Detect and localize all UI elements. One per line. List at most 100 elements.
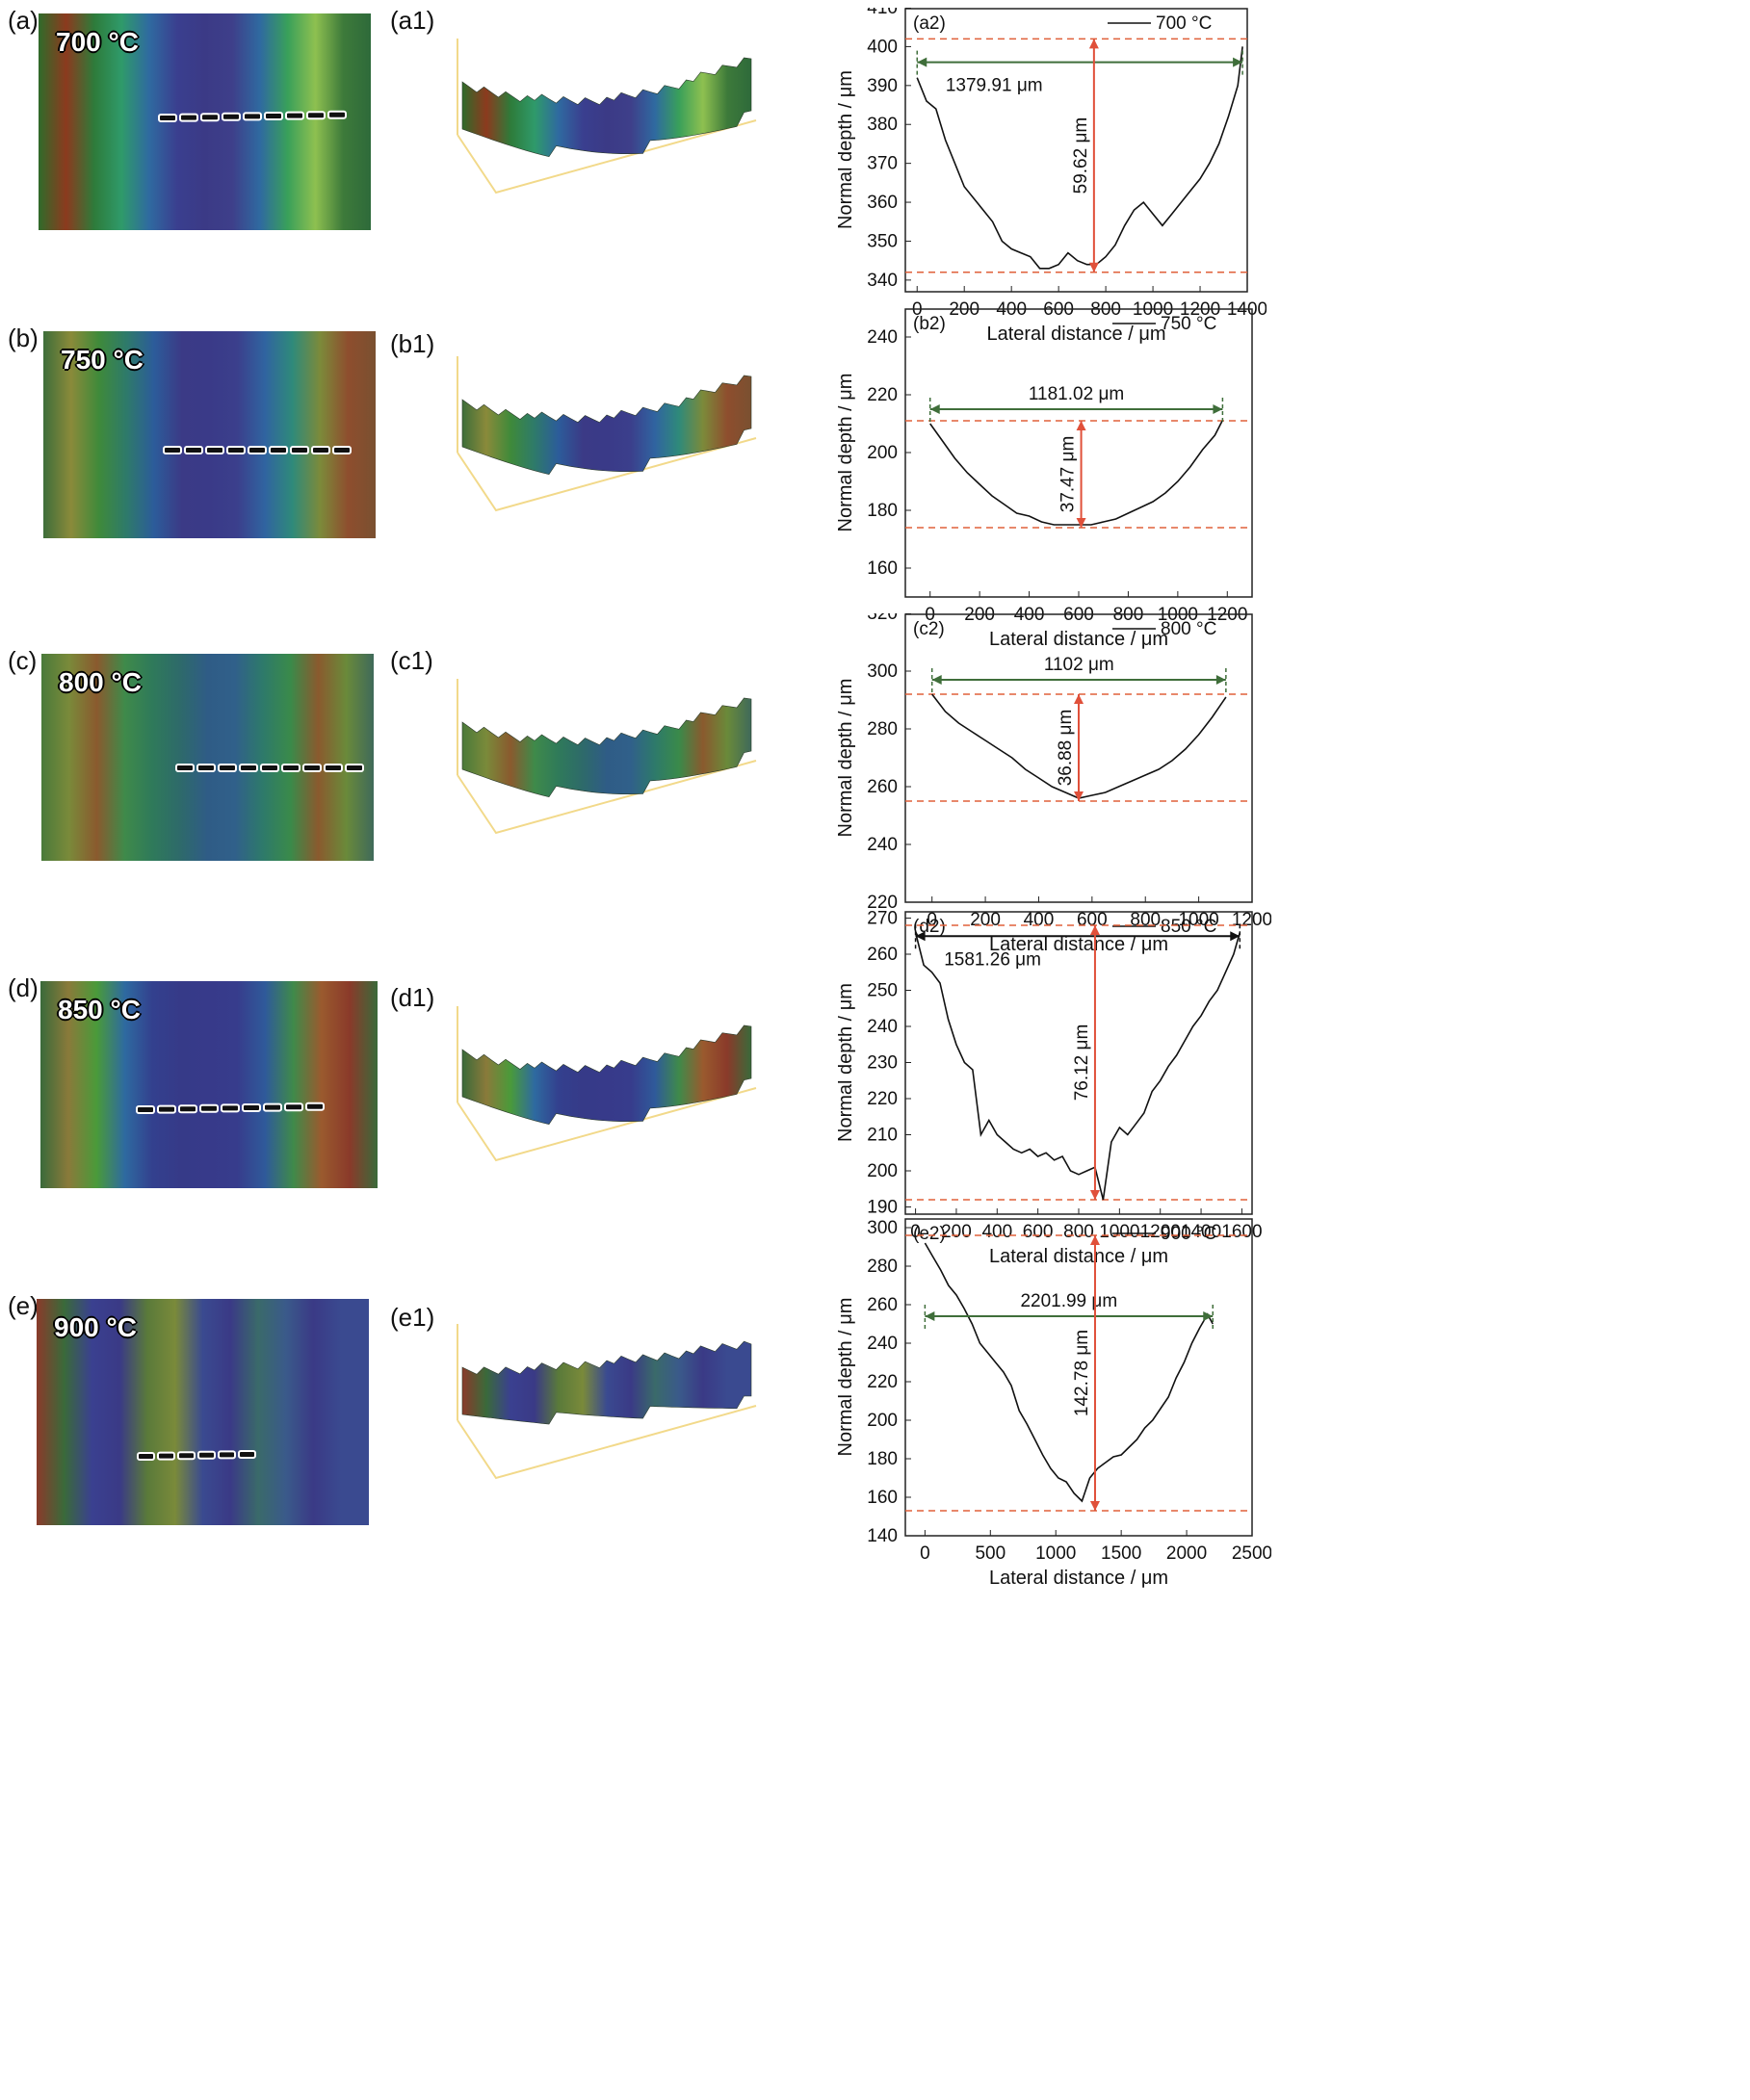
width-arrowhead (925, 1311, 935, 1321)
measurement-dash (306, 111, 326, 120)
y-tick-label: 340 (867, 271, 898, 291)
y-tick-label: 180 (867, 501, 898, 521)
measurement-dash (221, 1103, 240, 1113)
measurement-dash (218, 1450, 236, 1460)
measurement-dash (200, 113, 220, 122)
y-tick-label: 300 (867, 1218, 898, 1238)
y-tick-label: 370 (867, 154, 898, 174)
depth-profile-chart-a2: 0 200 400 600 800 1000 1200 1400 340 350 360 370 380… (835, 0, 1267, 354)
measurement-dash (311, 446, 330, 454)
panel-label-e: (e) (8, 1291, 39, 1320)
y-tick-label: 220 (867, 893, 898, 913)
depth-arrowhead (1088, 262, 1099, 272)
depth-profile-line (914, 932, 1241, 1201)
y-tick-label: 270 (867, 911, 898, 929)
panel-label-d: (d) (8, 973, 39, 1002)
y-tick-label: 250 (867, 981, 898, 1001)
measurement-dash (218, 764, 237, 772)
measurement-dash (238, 1450, 256, 1459)
depth-profile-line (929, 420, 1223, 526)
measurement-dash (302, 764, 322, 772)
surface-mesh (461, 1024, 752, 1126)
depth-profile-chart-e2: 0 500 1000 1500 2000 2500 140 160 180 200 220 240 26… (835, 1218, 1272, 1598)
panel-label-a: (a) (8, 6, 39, 35)
panel-label-e1: (e1) (390, 1303, 435, 1332)
y-tick-label: 300 (867, 661, 898, 682)
y-tick-label: 260 (867, 777, 898, 797)
width-label: 2201.99 μm (1020, 1291, 1117, 1311)
measurement-dash (226, 446, 246, 454)
depth-arrowhead (1089, 1235, 1100, 1245)
measurement-dash (175, 764, 195, 772)
measurement-dash (239, 764, 258, 772)
y-tick-label: 260 (867, 945, 898, 965)
measurement-dash (157, 1104, 176, 1114)
temperature-label-a: 700 °C (56, 27, 139, 57)
3d-surface-e (438, 1314, 804, 1541)
legend-label: 900 °C (1161, 1224, 1216, 1244)
x-tick-label: 400 (981, 1222, 1012, 1242)
x-tick-label: 0 (910, 1222, 921, 1242)
panel-label-b1: (b1) (390, 329, 435, 358)
measurement-dash (163, 446, 182, 454)
depth-arrowhead (1076, 518, 1086, 528)
x-tick-label: 1500 (1101, 1543, 1141, 1564)
3d-surface-d (438, 997, 804, 1223)
depth-arrowhead (1074, 694, 1084, 704)
x-tick-label: 2000 (1166, 1543, 1207, 1564)
width-label: 1581.26 μm (944, 949, 1041, 970)
temperature-label-e: 900 °C (54, 1312, 137, 1342)
x-axis-label: Lateral distance / μm (986, 324, 1165, 345)
measurement-dash (136, 1105, 155, 1114)
x-tick-label: 2500 (1232, 1543, 1271, 1564)
x-axis-label: Lateral distance / μm (989, 1246, 1168, 1267)
y-tick-label: 240 (867, 1017, 898, 1037)
y-tick-label: 240 (867, 327, 898, 348)
measurement-dash (327, 110, 347, 119)
measurement-dash (260, 764, 279, 772)
depth-profile-chart-b2: 0 200 400 600 800 1000 1200 160 180 200 220 240 Late… (835, 308, 1271, 660)
x-tick-label: 500 (975, 1543, 1006, 1564)
depth-arrowhead (1089, 925, 1100, 935)
width-arrowhead (1213, 404, 1223, 414)
measurement-dash (264, 112, 283, 120)
wear-track-micrograph-d: 850 °C (40, 981, 378, 1188)
surface-mesh (461, 697, 752, 798)
measurement-dash (179, 113, 198, 122)
y-tick-label: 140 (867, 1526, 898, 1546)
measurement-dash (345, 764, 364, 772)
panel-label-a1: (a1) (390, 6, 435, 35)
width-arrowhead (931, 675, 942, 685)
y-tick-label: 230 (867, 1053, 898, 1074)
depth-arrowhead (1088, 39, 1099, 49)
measurement-dash (199, 1103, 219, 1113)
width-arrowhead (1215, 675, 1226, 685)
legend-label: 700 °C (1156, 13, 1212, 34)
x-tick-label: 0 (927, 910, 937, 930)
3d-surface-b (438, 347, 804, 573)
measurement-dash (281, 764, 300, 772)
measurement-dash (248, 446, 267, 454)
surface-mesh (461, 1340, 752, 1425)
temperature-label-c: 800 °C (59, 667, 142, 697)
temperature-label-d: 850 °C (58, 995, 141, 1024)
width-label: 1181.02 μm (1029, 384, 1124, 404)
depth-arrowhead (1074, 791, 1084, 801)
depth-profile-line (916, 46, 1243, 270)
y-tick-label: 200 (867, 1161, 898, 1181)
panel-label-d1: (d1) (390, 983, 435, 1012)
measurement-dash (269, 446, 288, 454)
width-label: 1379.91 μm (946, 76, 1043, 96)
y-tick-label: 220 (867, 385, 898, 405)
legend-label: 750 °C (1161, 314, 1216, 334)
wear-track-micrograph-a: 700 °C (39, 13, 371, 230)
depth-label: 36.88 μm (1056, 710, 1076, 787)
y-axis-label: Normal depth / μm (838, 374, 856, 532)
y-tick-label: 320 (867, 613, 898, 624)
y-tick-label: 210 (867, 1126, 898, 1146)
y-tick-label: 160 (867, 558, 898, 579)
depth-label: 37.47 μm (1058, 436, 1079, 513)
y-tick-label: 410 (867, 8, 898, 18)
y-tick-label: 400 (867, 37, 898, 57)
width-arrowhead (915, 931, 926, 942)
